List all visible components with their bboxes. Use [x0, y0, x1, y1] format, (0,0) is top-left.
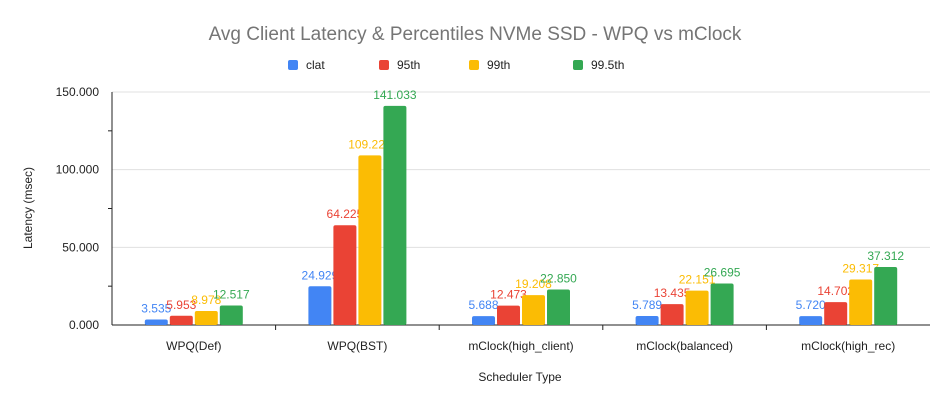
data-label: 13.435 [654, 286, 691, 300]
x-tick-label: mClock(balanced) [636, 339, 733, 353]
data-label: 5.789 [632, 298, 662, 312]
data-label: 64.225 [327, 207, 364, 221]
data-label: 12.473 [490, 288, 527, 302]
legend-label: 95th [397, 58, 420, 72]
chart-title: Avg Client Latency & Percentiles NVMe SS… [209, 24, 742, 45]
data-label: 141.033 [373, 88, 417, 102]
bar-95th [333, 225, 357, 325]
data-label: 14.702 [817, 284, 854, 298]
bar-99.5th [219, 305, 243, 325]
bar-clat [144, 319, 168, 325]
data-label: 24.929 [302, 268, 339, 282]
bar-95th [497, 305, 520, 325]
y-tick-label: 50.000 [62, 240, 99, 254]
bar-99.5th [710, 283, 734, 325]
bar-95th [824, 302, 848, 325]
data-label: 22.151 [679, 273, 716, 287]
data-label: 5.720 [796, 298, 826, 312]
bar-99.5th [547, 289, 570, 325]
bar-99.5th [874, 267, 898, 325]
x-tick-label: mClock(high_rec) [801, 339, 895, 353]
data-label: 19.208 [515, 277, 552, 291]
bar-99th [358, 155, 382, 325]
data-label: 22.850 [540, 272, 577, 286]
data-label: 5.688 [468, 298, 498, 312]
data-label: 5.953 [166, 298, 196, 312]
data-label: 12.517 [213, 288, 250, 302]
data-label: 8.978 [191, 293, 221, 307]
y-axis-label: Latency (msec) [21, 167, 35, 249]
x-tick-label: WPQ(Def) [166, 339, 221, 353]
legend-label: clat [306, 58, 325, 72]
legend-swatch [469, 60, 479, 70]
bar-99th [685, 290, 709, 325]
bar-99th [849, 279, 873, 325]
bar-99th [194, 311, 218, 325]
legend: clat 95th 99th 99.5th [288, 58, 624, 72]
data-label: 29.317 [842, 261, 879, 275]
bar-clat [799, 316, 823, 325]
y-tick-label: 150.000 [56, 85, 100, 99]
bar-95th [169, 315, 193, 325]
data-label: 3.535 [141, 302, 171, 316]
legend-label: 99.5th [591, 58, 624, 72]
bar-clat [635, 316, 659, 325]
legend-swatch [379, 60, 389, 70]
y-tick-label: 100.000 [56, 163, 100, 177]
x-tick-label: mClock(high_client) [468, 339, 573, 353]
legend-swatch [288, 60, 298, 70]
bar-clat [472, 316, 495, 325]
data-label: 37.312 [867, 249, 904, 263]
bar-95th [660, 304, 684, 325]
data-label: 26.695 [704, 266, 741, 280]
legend-swatch [573, 60, 583, 70]
bar-99.5th [383, 105, 407, 325]
data-label: 109.227 [348, 137, 392, 151]
bar-clat [308, 286, 332, 325]
bar-99th [522, 295, 545, 325]
x-axis-label: Scheduler Type [478, 370, 561, 384]
legend-label: 99th [487, 58, 510, 72]
x-tick-label: WPQ(BST) [327, 339, 387, 353]
y-tick-label: 0.000 [69, 318, 99, 332]
